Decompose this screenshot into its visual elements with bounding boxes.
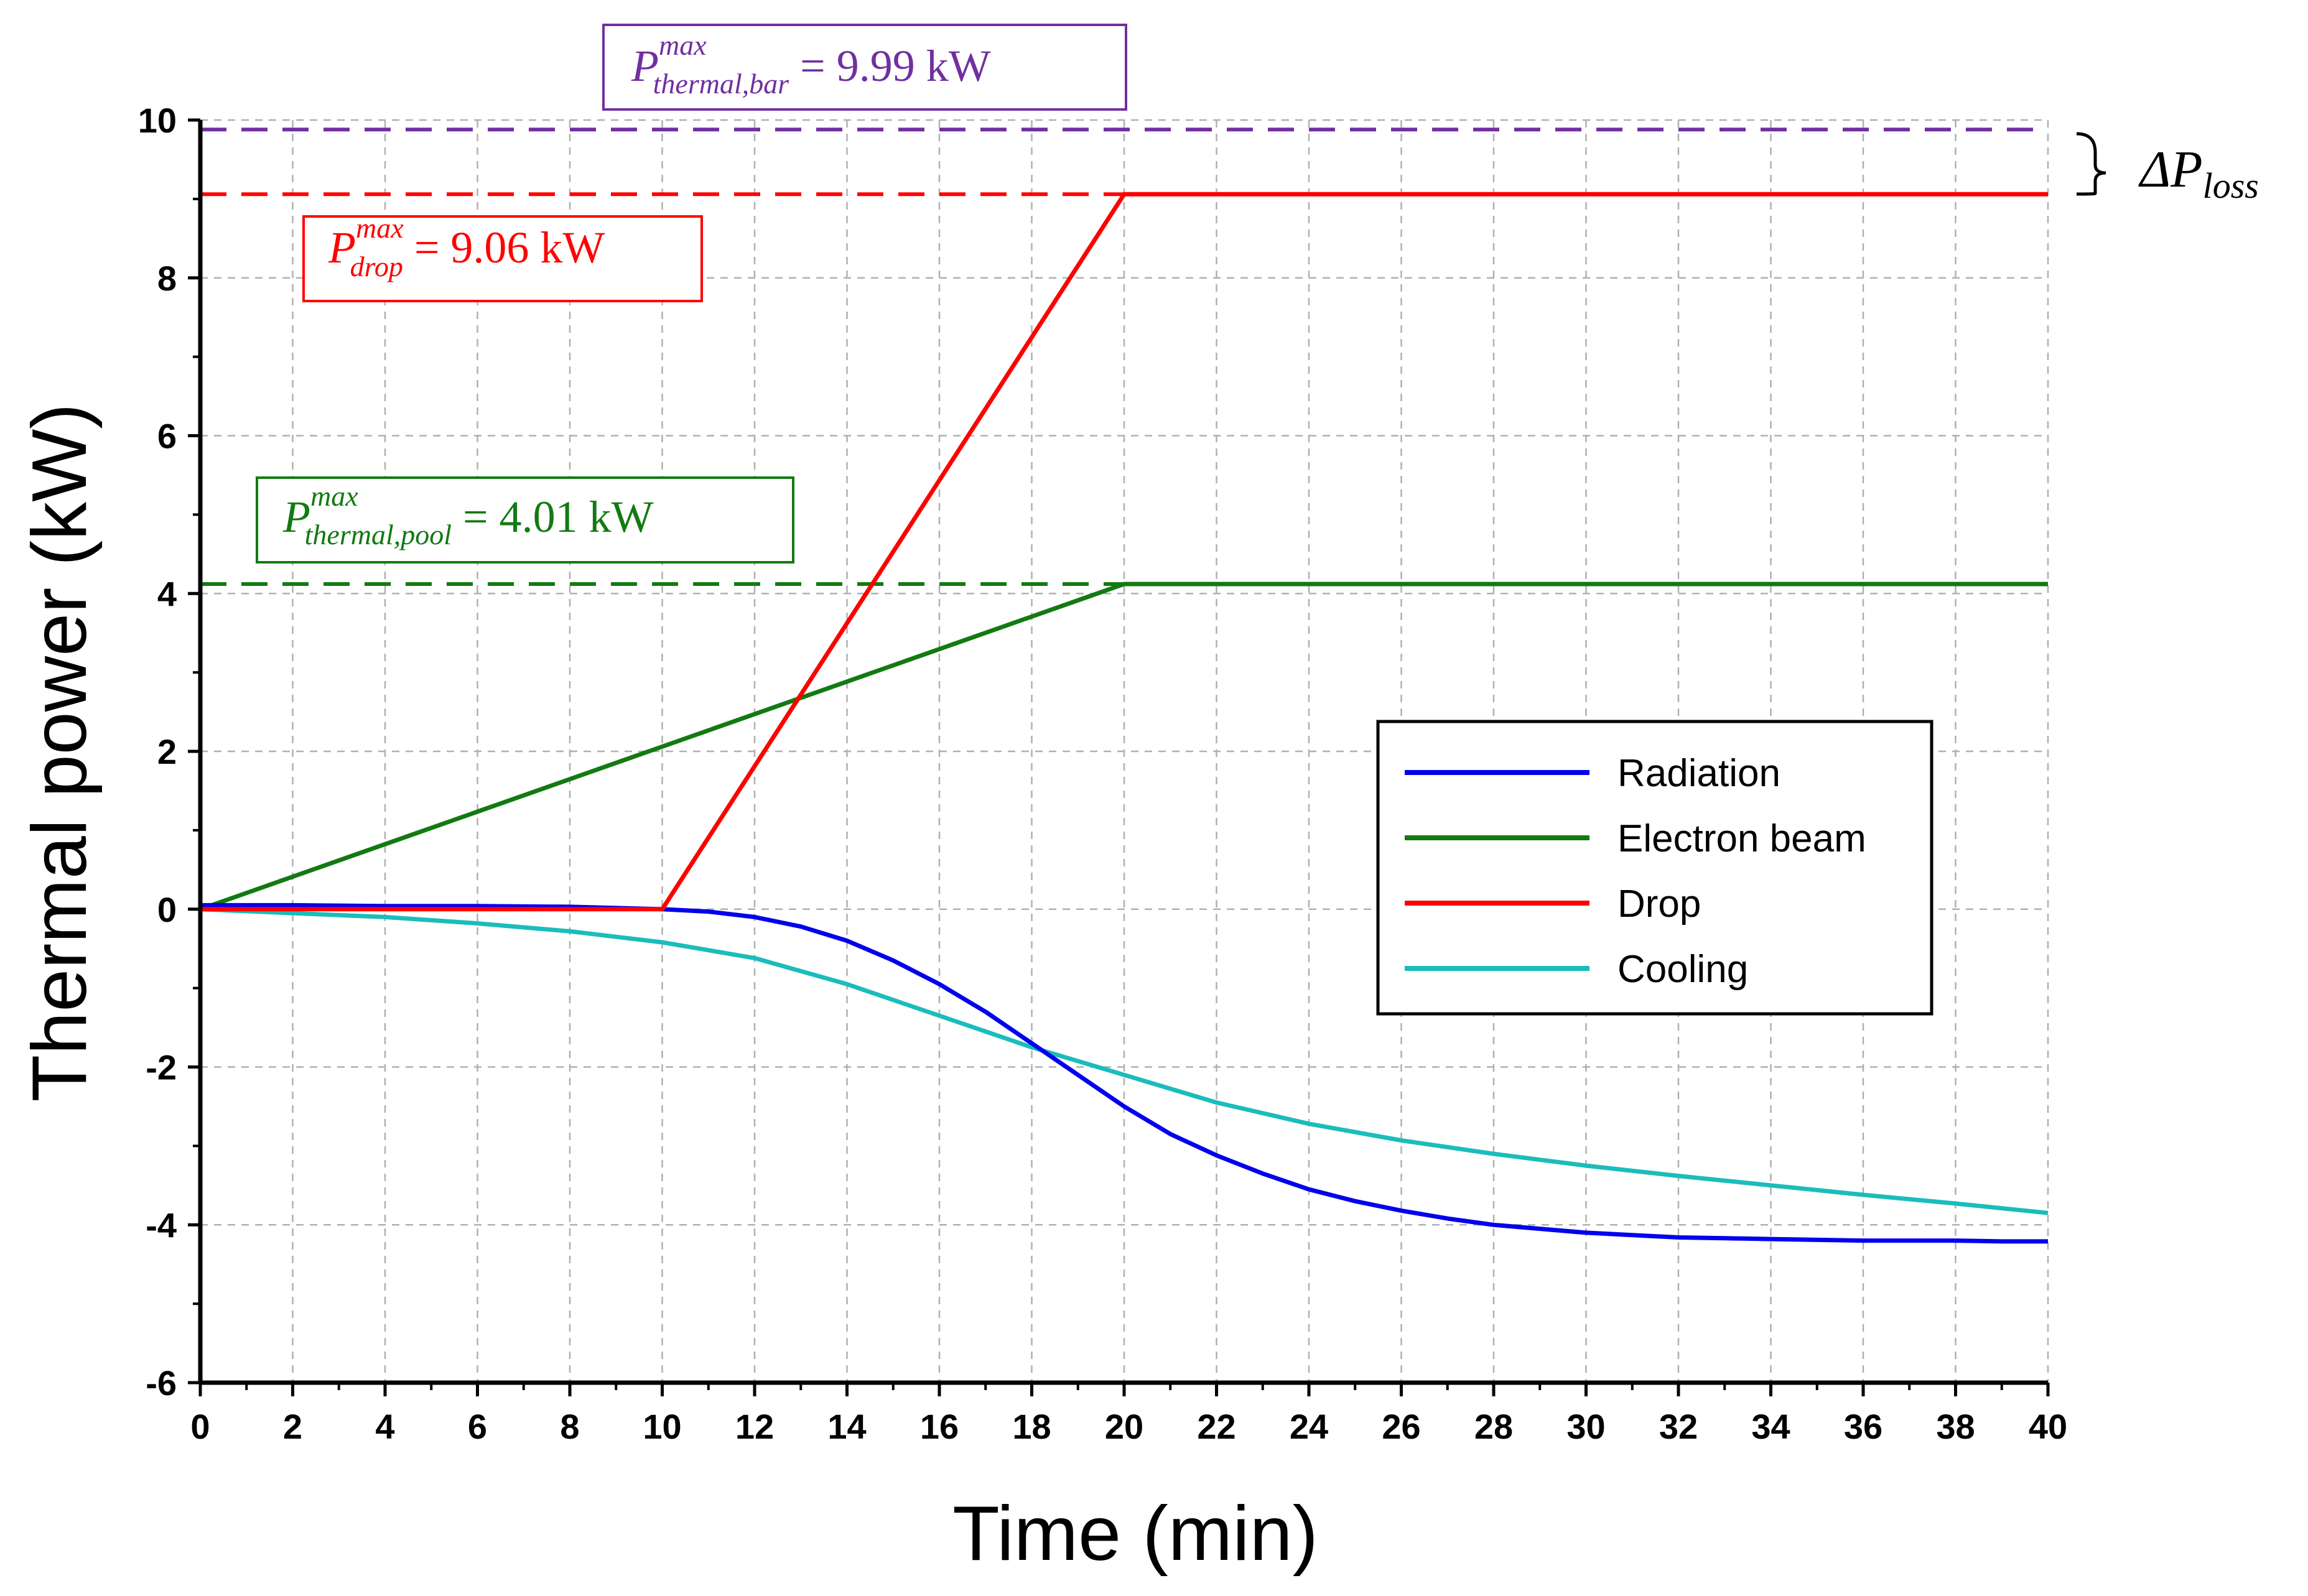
svg-text:ΔPloss: ΔPloss [2138,141,2259,206]
loss-brace [2076,132,2106,196]
x-tick-label: 28 [1474,1407,1513,1446]
annotation-loss: ΔPloss [2076,132,2259,206]
x-tick-label: 38 [1936,1407,1975,1446]
x-tick-label: 20 [1105,1407,1143,1446]
x-tick-label: 14 [827,1407,866,1446]
y-tick-label: -6 [146,1363,177,1403]
y-tick-label: 8 [157,259,177,298]
x-tick-label: 8 [560,1407,579,1446]
x-tick-label: 40 [2029,1407,2067,1446]
x-tick-label: 22 [1197,1407,1235,1446]
annotation-sup: max [310,480,358,512]
x-tick-label: 30 [1566,1407,1605,1446]
annotation-box-thermal-pool [256,476,794,564]
y-tick-label: -2 [146,1048,177,1087]
x-tick-label: 26 [1382,1407,1420,1446]
annotation-symbol: ΔP [2138,141,2203,198]
annotation-symbol: P [282,492,310,542]
annotation-sup: max [659,29,707,61]
annotation-sub: thermal,bar [653,68,790,100]
annotation-box-drop [302,215,703,302]
series-group [199,192,2049,1244]
annotation-sub: thermal,pool [305,519,452,550]
annotation-value: = 9.06 kW [403,223,605,272]
x-tick-label: 32 [1659,1407,1698,1446]
annotation-sub: loss [2203,165,2259,206]
series-line-cooling [200,907,2049,1215]
ticks: 0 2 4 6 8 10 12 14 16 18 20 22 24 26 28 30 32 34 36 38 40-6-… [138,101,2067,1446]
x-tick-label: 10 [643,1407,681,1446]
legend-label: Drop [1617,883,1701,926]
x-tick-label: 6 [468,1407,487,1446]
x-tick-label: 0 [190,1407,210,1446]
x-axis-title: Time (min) [952,1491,1318,1577]
annotation-box-thermal-bar [602,24,1127,111]
annotation-thermal-bar: Pmax thermal,bar = 9.99 kW [602,24,1127,111]
y-tick-label: 6 [157,417,177,456]
annotation-symbol: P [631,41,659,91]
y-tick-label: 2 [157,732,177,771]
legend-label: Radiation [1617,752,1780,795]
x-tick-label: 34 [1751,1407,1790,1446]
annotation-value: = 9.99 kW [789,41,991,91]
x-tick-label: 4 [375,1407,394,1446]
annotation-thermal-pool: Pmax thermal,pool = 4.01 kW [256,476,794,564]
annotation-drop: Pmax drop = 9.06 kW [302,212,703,302]
series-line-drop [200,192,2048,912]
legend-label: Cooling [1617,948,1748,991]
y-axis-title: Thermal power (kW) [17,403,103,1102]
y-tick-label: 10 [138,101,177,140]
x-tick-label: 12 [735,1407,774,1446]
y-tick-label: 4 [157,574,177,613]
annotation-symbol: P [328,223,356,272]
legend: Radiation Electron beam Drop Cooling [1376,720,1933,1016]
y-tick-label: 0 [157,890,177,929]
x-tick-label: 2 [283,1407,302,1446]
series-line-electron-beam [199,582,2048,912]
x-tick-label: 18 [1012,1407,1051,1446]
x-tick-label: 24 [1290,1407,1328,1446]
x-tick-label: 16 [920,1407,959,1446]
annotation-value: = 4.01 kW [452,492,654,542]
legend-label: Electron beam [1617,817,1866,860]
series-line-radiation [200,902,2048,1244]
annotation-sup: max [356,212,404,244]
annotation-sub: drop [350,251,403,282]
y-tick-label: -4 [146,1205,177,1245]
x-tick-label: 36 [1844,1407,1882,1446]
